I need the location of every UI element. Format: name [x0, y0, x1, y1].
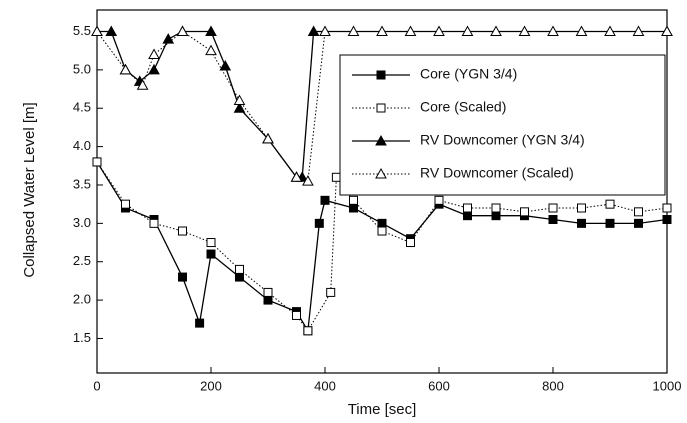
data-point	[162, 33, 175, 44]
data-point	[577, 218, 586, 228]
data-point	[326, 287, 336, 297]
x-tick-label: 200	[200, 378, 222, 393]
data-point	[91, 25, 103, 36]
data-point	[377, 226, 387, 236]
data-point	[634, 218, 643, 228]
data-point	[575, 25, 588, 36]
data-point	[434, 195, 444, 205]
data-point	[605, 199, 615, 209]
data-point	[491, 203, 501, 213]
data-point	[518, 25, 531, 36]
y-tick-label: 3.0	[73, 215, 91, 230]
data-point	[307, 25, 320, 36]
y-tick-label: 2.5	[73, 253, 91, 268]
data-point	[406, 238, 415, 248]
data-point	[662, 203, 672, 213]
data-point	[331, 172, 341, 182]
data-point	[136, 79, 149, 90]
data-point	[292, 310, 301, 320]
data-point	[205, 25, 217, 36]
data-point	[376, 25, 388, 36]
data-point	[263, 287, 273, 297]
data-point	[105, 25, 118, 36]
data-point	[319, 25, 331, 36]
data-point	[661, 25, 673, 36]
data-point	[233, 102, 246, 113]
x-tick-label: 0	[93, 378, 100, 393]
legend-marker	[375, 167, 387, 179]
data-point	[349, 203, 358, 213]
data-point	[178, 272, 187, 282]
data-point	[404, 25, 417, 36]
data-point	[433, 25, 445, 36]
data-point	[119, 63, 132, 75]
data-point	[662, 215, 672, 225]
data-point	[632, 25, 645, 36]
legend-box	[339, 54, 666, 196]
plot-frame	[96, 9, 668, 374]
data-point	[205, 44, 217, 56]
x-axis-label: Time [sec]	[348, 401, 417, 418]
legend-marker	[376, 103, 386, 113]
data-point	[463, 211, 472, 221]
data-point	[490, 25, 502, 36]
y-tick-label: 5.0	[73, 61, 91, 76]
y-tick-label: 4.5	[73, 100, 91, 115]
data-point	[520, 207, 529, 217]
y-tick-label: 5.5	[73, 23, 91, 38]
data-point	[263, 295, 273, 305]
data-point	[463, 203, 472, 213]
data-point	[178, 226, 187, 236]
data-point	[461, 25, 474, 36]
x-tick-label: 600	[428, 378, 450, 393]
data-point	[206, 249, 216, 259]
series-line	[96, 161, 668, 333]
data-point	[290, 171, 303, 182]
data-point	[347, 25, 360, 36]
data-point	[262, 132, 274, 144]
data-point	[349, 195, 358, 205]
data-point	[303, 326, 313, 336]
data-point	[233, 94, 246, 106]
legend-marker	[376, 70, 386, 80]
data-point	[548, 215, 558, 225]
data-point	[577, 203, 586, 213]
data-point	[148, 48, 160, 60]
data-point	[604, 25, 616, 36]
data-point	[176, 25, 189, 36]
x-tick-label: 400	[314, 378, 336, 393]
y-tick-label: 2.0	[73, 292, 91, 307]
data-point	[148, 63, 160, 75]
data-point	[547, 25, 559, 36]
data-point	[302, 175, 314, 186]
legend-label: Core (YGN 3/4)	[420, 66, 517, 82]
legend-label: Core (Scaled)	[420, 99, 506, 115]
legend-label: RV Downcomer (Scaled)	[420, 165, 574, 181]
data-point	[548, 203, 558, 213]
data-point	[314, 218, 324, 228]
y-tick-label: 3.5	[73, 176, 91, 191]
y-tick-label: 4.0	[73, 138, 91, 153]
x-tick-label: 800	[542, 378, 564, 393]
data-point	[219, 59, 232, 71]
data-point	[235, 264, 244, 274]
data-point	[605, 218, 615, 228]
data-point	[491, 211, 501, 221]
data-point	[92, 157, 102, 167]
data-point	[320, 195, 330, 205]
data-point	[235, 272, 244, 282]
data-point	[121, 199, 130, 209]
data-point	[195, 318, 205, 328]
data-point	[149, 218, 159, 228]
x-tick-label: 1000	[653, 378, 682, 393]
legend-label: RV Downcomer (YGN 3/4)	[420, 132, 585, 148]
data-point	[377, 218, 387, 228]
data-point	[206, 238, 216, 248]
legend-marker	[375, 134, 387, 146]
y-tick-label: 1.5	[73, 330, 91, 345]
y-axis-label: Collapsed Water Level [m]	[21, 102, 38, 277]
data-point	[634, 207, 643, 217]
